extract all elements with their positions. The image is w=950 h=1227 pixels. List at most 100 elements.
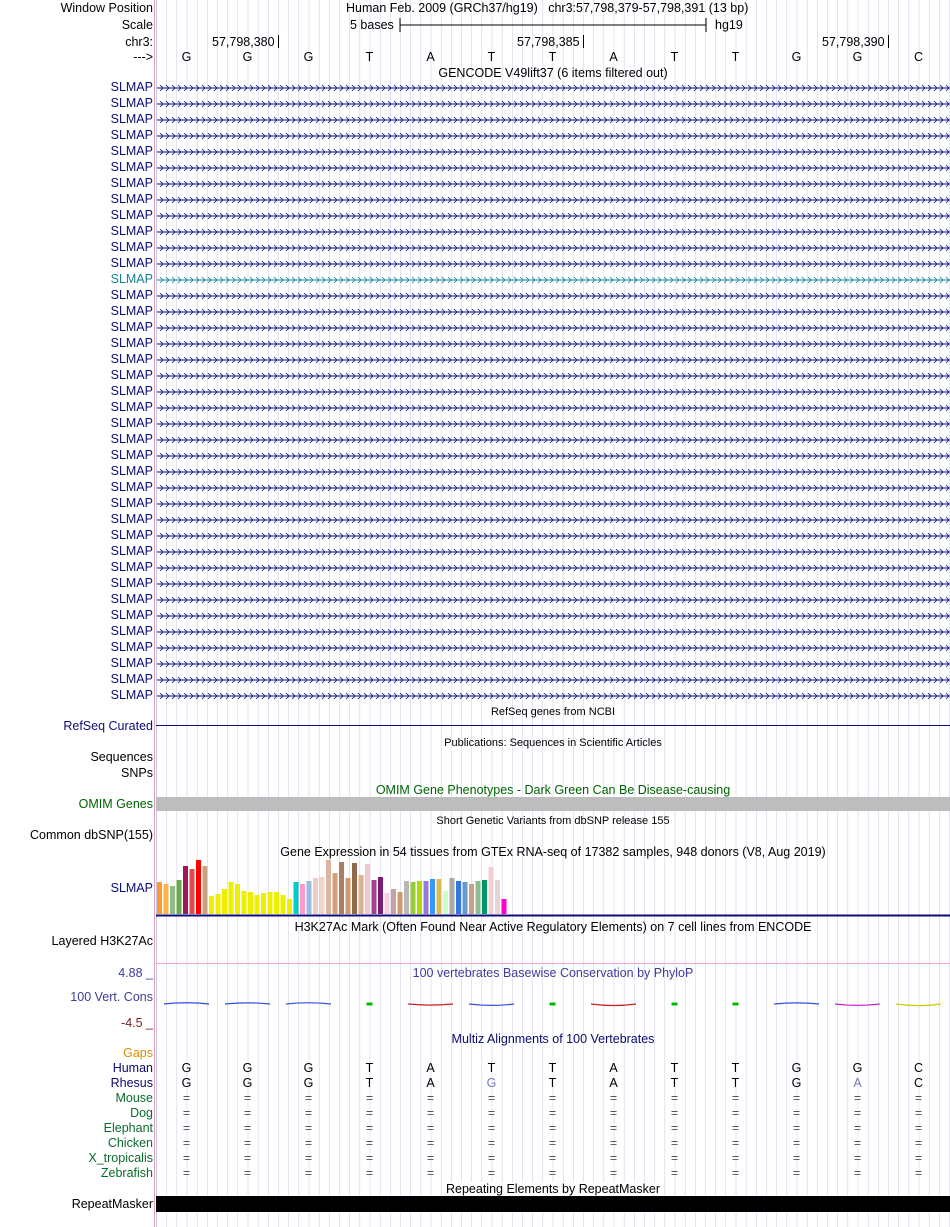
gtex-tissue-bar[interactable] [196,860,201,914]
gencode-gene-label[interactable]: SLMAP [110,160,153,174]
conservation-score-mark[interactable] [834,1003,881,1006]
gencode-transcript[interactable] [157,467,950,477]
gencode-transcript[interactable] [157,275,950,285]
omim-feature-bar[interactable] [156,797,950,811]
gtex-tissue-bar[interactable] [423,881,429,914]
gencode-title[interactable]: GENCODE V49lift37 (6 items filtered out) [438,66,668,80]
gencode-gene-label[interactable]: SLMAP [110,560,153,574]
gencode-gene-label[interactable]: SLMAP [110,624,153,638]
gencode-gene-label[interactable]: SLMAP [110,192,153,206]
gencode-gene-label[interactable]: SLMAP [110,400,153,414]
gencode-gene-label[interactable]: SLMAP [110,656,153,670]
gtex-tissue-bar[interactable] [488,867,494,914]
gencode-gene-label[interactable]: SLMAP [110,144,153,158]
refseq-title[interactable]: RefSeq genes from NCBI [490,706,616,718]
gtex-tissue-bar[interactable] [163,884,169,914]
gtex-tissue-bar[interactable] [410,882,416,914]
gtex-tissue-bar[interactable] [430,879,435,914]
gencode-transcript[interactable] [157,531,950,541]
gencode-transcript[interactable] [157,515,950,525]
multiz-species-label[interactable]: Human [112,1061,153,1075]
gencode-transcript[interactable] [157,611,950,621]
gencode-transcript[interactable] [157,435,950,445]
gtex-tissue-bar[interactable] [209,896,214,914]
gencode-transcript[interactable] [157,595,950,605]
gencode-transcript[interactable] [157,691,950,701]
gencode-gene-label[interactable]: SLMAP [110,688,153,702]
gtex-tissue-bar[interactable] [254,895,260,914]
gencode-gene-label[interactable]: SLMAP [110,512,153,526]
gencode-gene-label[interactable]: SLMAP [110,544,153,558]
gtex-tissue-bar[interactable] [183,866,188,914]
gencode-gene-label[interactable]: SLMAP [110,224,153,238]
gtex-tissue-bar[interactable] [397,892,403,914]
gtex-tissue-bar[interactable] [241,891,247,914]
gencode-gene-label[interactable]: SLMAP [110,352,153,366]
gencode-gene-label[interactable]: SLMAP [110,672,153,686]
gencode-transcript[interactable] [157,307,950,317]
h3k27ac-label[interactable]: Layered H3K27Ac [51,934,153,948]
gencode-transcript[interactable] [157,291,950,301]
gtex-tissue-bar[interactable] [287,899,292,914]
gencode-transcript[interactable] [157,675,950,685]
gtex-tissue-bar[interactable] [313,878,318,914]
gencode-transcript[interactable] [157,387,950,397]
multiz-species-label[interactable]: Chicken [107,1136,153,1150]
gencode-gene-label[interactable]: SLMAP [110,272,153,286]
gencode-gene-label[interactable]: SLMAP [110,368,153,382]
gencode-gene-label[interactable]: SLMAP [110,80,153,94]
gtex-tissue-bar[interactable] [417,881,422,914]
conservation-score-mark[interactable] [163,1002,210,1005]
gencode-transcript[interactable] [157,115,950,125]
gtex-tissue-bar[interactable] [189,869,195,914]
gtex-tissue-bar[interactable] [326,860,331,914]
gencode-transcript[interactable] [157,83,950,93]
gtex-tissue-bar[interactable] [339,862,344,914]
gencode-transcript[interactable] [157,163,950,173]
gencode-transcript[interactable] [157,259,950,269]
conservation-score-mark[interactable] [285,1002,332,1005]
gencode-transcript[interactable] [157,643,950,653]
gencode-gene-label[interactable]: SLMAP [110,448,153,462]
multiz-species-label[interactable]: Mouse [115,1091,153,1105]
gtex-tissue-bar[interactable] [280,895,286,914]
conservation-score-mark[interactable] [468,1003,515,1006]
conservation-score-mark[interactable] [407,1003,454,1006]
h3k27ac-title[interactable]: H3K27Ac Mark (Often Found Near Active Re… [294,920,812,934]
gencode-transcript[interactable] [157,419,950,429]
gtex-tissue-bar[interactable] [371,880,377,914]
gtex-expression-chart[interactable] [156,859,950,917]
gencode-gene-label[interactable]: SLMAP [110,112,153,126]
gtex-tissue-bar[interactable] [501,899,507,914]
gencode-gene-label[interactable]: SLMAP [110,592,153,606]
gtex-tissue-bar[interactable] [352,863,357,914]
gencode-gene-label[interactable]: SLMAP [110,288,153,302]
omim-label[interactable]: OMIM Genes [78,797,153,811]
gencode-transcript[interactable] [157,243,950,253]
repeatmasker-label[interactable]: RepeatMasker [71,1197,153,1211]
gencode-gene-label[interactable]: SLMAP [110,304,153,318]
gencode-gene-label[interactable]: SLMAP [110,480,153,494]
gtex-tissue-bar[interactable] [261,893,266,914]
gtex-tissue-bar[interactable] [456,881,461,914]
gtex-tissue-bar[interactable] [345,878,351,914]
gencode-gene-label[interactable]: SLMAP [110,336,153,350]
conservation-label[interactable]: 100 Vert. Cons [70,990,153,1004]
gtex-tissue-bar[interactable] [300,884,305,914]
gencode-transcript[interactable] [157,131,950,141]
gtex-tissue-bar[interactable] [365,864,370,914]
gtex-tissue-bar[interactable] [267,892,273,914]
multiz-title[interactable]: Multiz Alignments of 100 Vertebrates [451,1032,655,1046]
gencode-transcript[interactable] [157,579,950,589]
gencode-gene-label[interactable]: SLMAP [110,176,153,190]
multiz-species-label[interactable]: Zebrafish [100,1166,153,1180]
gtex-tissue-bar[interactable] [469,884,474,914]
conservation-score-mark[interactable] [224,1002,271,1005]
omim-title[interactable]: OMIM Gene Phenotypes - Dark Green Can Be… [375,783,731,797]
gencode-transcript[interactable] [157,147,950,157]
refseq-gene-line[interactable] [156,725,950,726]
gtex-tissue-bar[interactable] [436,879,442,914]
gencode-transcript[interactable] [157,659,950,669]
gencode-gene-label[interactable]: SLMAP [110,256,153,270]
gtex-tissue-bar[interactable] [475,881,481,914]
